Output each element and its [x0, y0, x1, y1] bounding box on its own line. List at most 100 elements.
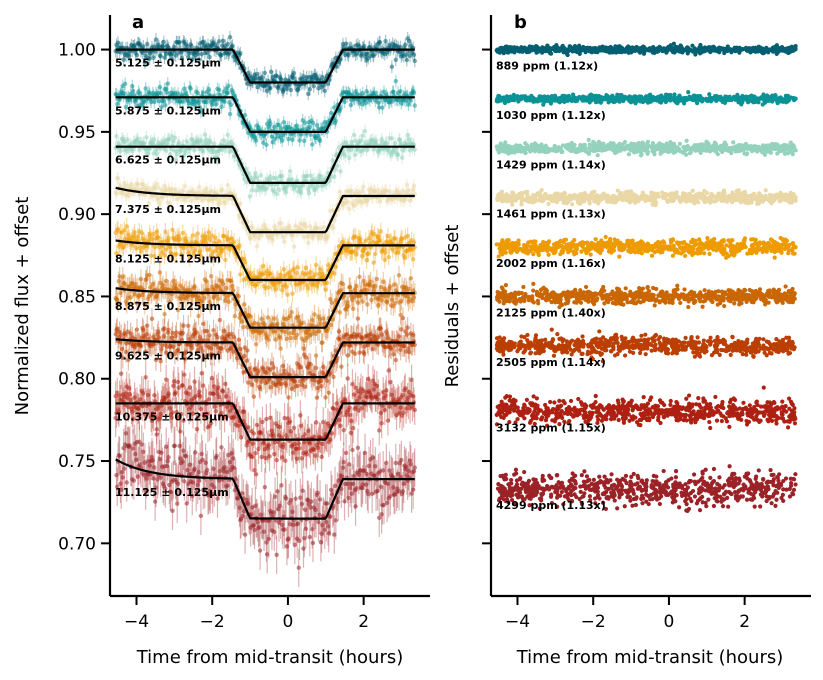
data-point: [365, 302, 370, 307]
data-point: [310, 120, 316, 126]
data-point: [166, 327, 171, 333]
data-point: [128, 295, 133, 300]
data-point: [248, 270, 253, 276]
data-point: [247, 194, 253, 199]
data-point: [235, 356, 240, 361]
data-point: [410, 257, 416, 262]
band-label: 6.625 ± 0.125μm: [115, 154, 221, 167]
data-point: [161, 39, 167, 45]
data-point: [197, 105, 203, 111]
band-label: 8.125 ± 0.125μm: [115, 252, 221, 265]
data-point: [315, 184, 320, 189]
data-point: [182, 184, 188, 189]
data-point: [388, 284, 393, 289]
data-point: [126, 54, 132, 59]
data-point: [361, 184, 366, 190]
data-point: [238, 201, 243, 206]
data-point: [197, 98, 202, 103]
data-point: [217, 317, 223, 323]
data-point: [408, 276, 414, 281]
data-point: [145, 41, 150, 47]
data-point: [302, 120, 308, 125]
data-point: [389, 64, 395, 69]
data-point: [360, 133, 365, 138]
data-point: [164, 90, 170, 95]
data-point: [226, 83, 231, 88]
data-point: [181, 323, 186, 328]
data-point: [406, 188, 411, 193]
data-point: [165, 81, 170, 86]
data-point: [268, 121, 273, 127]
data-point: [294, 332, 300, 338]
data-point: [350, 306, 356, 312]
data-point: [212, 42, 218, 48]
data-point: [192, 148, 197, 153]
data-point: [144, 135, 149, 140]
data-point: [147, 56, 152, 61]
data-point: [360, 299, 365, 304]
data-point: [120, 274, 125, 279]
data-point: [216, 39, 222, 44]
data-point: [355, 300, 361, 305]
data-point: [159, 105, 164, 110]
data-point: [411, 295, 417, 300]
data-point: [154, 182, 159, 187]
data-point: [193, 329, 199, 335]
data-point: [130, 83, 135, 89]
data-point: [358, 237, 363, 242]
data-point: [377, 238, 383, 243]
band-label: 5.125 ± 0.125μm: [115, 57, 221, 70]
data-point: [142, 60, 148, 65]
data-point: [145, 323, 150, 328]
data-point: [345, 300, 350, 305]
data-point: [199, 139, 204, 144]
data-point: [162, 326, 167, 331]
data-point: [225, 132, 230, 137]
data-point: [374, 276, 380, 282]
data-point: [230, 284, 235, 289]
data-point: [403, 197, 408, 202]
data-point: [288, 87, 294, 93]
data-point: [251, 394, 256, 399]
data-point: [238, 272, 243, 277]
data-point: [198, 109, 204, 114]
data-point: [174, 330, 179, 335]
data-point: [411, 183, 417, 189]
data-point: [347, 155, 352, 161]
data-point: [407, 38, 412, 44]
data-point: [260, 75, 265, 80]
data-point: [338, 169, 343, 174]
data-point: [354, 51, 360, 56]
data-point: [278, 220, 283, 226]
data-point: [291, 75, 296, 81]
data-point: [389, 136, 395, 141]
data-point: [158, 91, 163, 96]
data-point: [320, 340, 325, 345]
data-point: [290, 291, 295, 296]
data-point: [179, 55, 185, 61]
data-point: [411, 52, 417, 57]
data-point: [264, 88, 270, 94]
data-point: [190, 233, 196, 238]
data-point: [408, 98, 414, 103]
data-point: [378, 229, 384, 234]
data-point: [253, 341, 259, 347]
data-point: [306, 240, 311, 246]
data-point: [133, 246, 139, 251]
data-point: [161, 98, 167, 104]
data-point: [279, 138, 285, 143]
data-point: [325, 81, 331, 86]
data-point: [407, 53, 413, 59]
data-point: [180, 230, 185, 236]
data-point: [324, 280, 330, 286]
data-point: [153, 37, 159, 42]
data-point: [276, 83, 282, 89]
data-point: [291, 266, 297, 271]
data-point: [232, 313, 238, 319]
data-point: [322, 88, 327, 94]
data-point: [122, 91, 127, 96]
data-point: [230, 43, 235, 48]
data-point: [242, 353, 247, 359]
data-point: [306, 91, 311, 97]
data-point: [163, 103, 168, 108]
